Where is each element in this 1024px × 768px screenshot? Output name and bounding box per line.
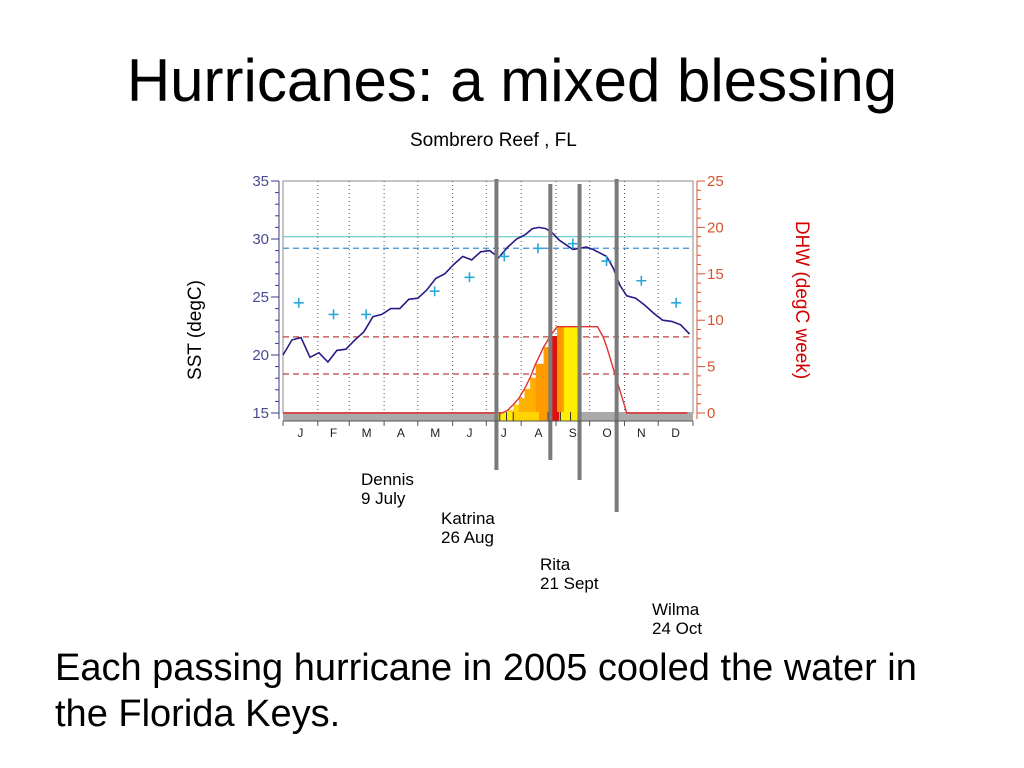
hurricane-name: Katrina	[441, 509, 495, 528]
hurricane-label-rita: Rita 21 Sept	[540, 555, 599, 593]
hurricane-date: 21 Sept	[540, 574, 599, 593]
dhw-area-bar	[507, 410, 514, 413]
x-tick-label: D	[671, 426, 680, 440]
climatology-marker	[464, 272, 475, 283]
hurricane-date: 9 July	[361, 489, 406, 508]
dhw-area-bar	[543, 347, 551, 413]
x-tick-label: N	[637, 426, 646, 440]
x-tick-label: J	[466, 426, 472, 440]
climatology-marker	[361, 309, 372, 320]
x-tick-label: O	[602, 426, 611, 440]
alert-strip-segment	[498, 412, 513, 421]
hurricane-name: Rita	[540, 555, 571, 574]
x-tick-label: M	[362, 426, 372, 440]
climatology-marker	[636, 275, 647, 286]
climatology-marker	[499, 251, 510, 262]
y-left-tick-label: 25	[252, 289, 269, 306]
dhw-area-bar	[550, 335, 558, 413]
dhw-area-bar	[524, 388, 531, 413]
hurricane-label-katrina: Katrina 26 Aug	[441, 509, 495, 547]
climatology-marker	[601, 256, 612, 267]
alert-strip	[283, 412, 693, 421]
y-left-tick-label: 30	[252, 231, 269, 248]
climatology-marker	[532, 243, 543, 254]
climatology-marker	[293, 297, 304, 308]
y-left-tick-label: 15	[252, 405, 269, 422]
y-right-tick-label: 5	[707, 359, 715, 376]
hurricane-name: Wilma	[652, 600, 700, 619]
y-right-tick-label: 10	[707, 312, 724, 329]
x-tick-label: A	[535, 426, 543, 440]
y-right-tick-label: 20	[707, 219, 724, 236]
y-right-tick-label: 0	[707, 405, 715, 422]
alert-strip-segment	[512, 412, 540, 421]
climatology-marker	[328, 309, 339, 320]
climatology-marker	[429, 286, 440, 297]
alert-strip-segment	[559, 412, 578, 421]
x-tick-label: M	[430, 426, 440, 440]
y-right-tick-label: 15	[707, 266, 724, 283]
x-tick-label: J	[297, 426, 303, 440]
slide-title: Hurricanes: a mixed blessing	[126, 47, 898, 114]
climatology-marker	[671, 297, 682, 308]
y-left-tick-label: 20	[252, 347, 269, 364]
alert-strip-segment	[550, 412, 560, 421]
x-tick-label: F	[330, 426, 337, 440]
dhw-area-bar	[530, 377, 537, 413]
hurricane-name: Dennis	[361, 470, 414, 489]
y-left-tick-label: 35	[252, 173, 269, 190]
alert-strip-segment	[539, 412, 551, 421]
y-right-tick-label: 25	[707, 173, 724, 190]
x-tick-label: S	[569, 426, 577, 440]
hurricane-date: 26 Aug	[441, 528, 494, 547]
dhw-area-bar	[518, 398, 526, 413]
dhw-area-bar	[570, 326, 578, 413]
hurricane-label-dennis: Dennis 9 July	[361, 470, 414, 508]
x-tick-label: J	[501, 426, 507, 440]
dhw-area-bar	[563, 326, 572, 413]
chart-title: Sombrero Reef , FL	[410, 130, 577, 151]
hurricane-date: 24 Oct	[652, 619, 703, 638]
dhw-area-bar	[513, 404, 520, 413]
climatology-marker	[567, 238, 578, 249]
x-tick-label: A	[397, 426, 405, 440]
dhw-area-bar	[535, 363, 545, 413]
sst-series-line	[282, 226, 691, 364]
dhw-area-bar	[557, 326, 565, 413]
slide-footnote: Each passing hurricane in 2005 cooled th…	[55, 647, 917, 735]
hurricane-label-wilma: Wilma 24 Oct	[652, 600, 702, 638]
